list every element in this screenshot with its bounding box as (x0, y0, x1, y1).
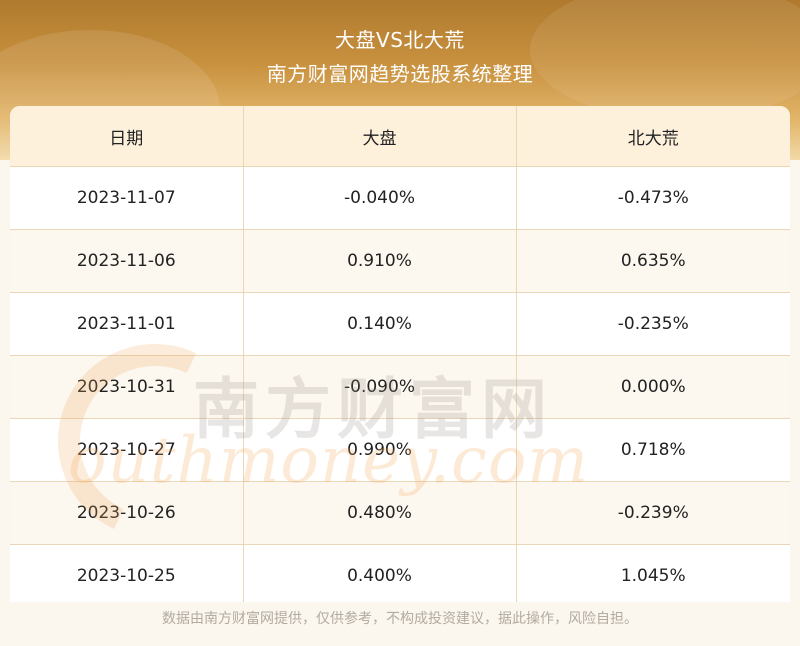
cell-date: 2023-10-25 (10, 544, 243, 602)
cell-stock: 0.635% (515, 229, 790, 293)
table-header-row: 日期 大盘 北大荒 (10, 106, 790, 167)
data-table-card: 日期 大盘 北大荒 2023-11-07 -0.040% -0.473% 202… (10, 106, 790, 602)
cell-date: 2023-10-26 (10, 481, 243, 545)
cell-date: 2023-11-01 (10, 292, 243, 356)
cell-stock: -0.239% (515, 481, 790, 545)
cell-date: 2023-10-31 (10, 355, 243, 419)
table-row: 2023-11-06 0.910% 0.635% (10, 229, 790, 293)
cell-stock: -0.473% (515, 166, 790, 230)
cell-date: 2023-11-06 (10, 229, 243, 293)
footer-disclaimer: 数据由南方财富网提供，仅供参考，不构成投资建议，据此操作，风险自担。 (162, 611, 638, 627)
cell-stock: 1.045% (515, 544, 790, 602)
cell-market: 0.140% (242, 292, 516, 356)
table-row: 2023-10-25 0.400% 1.045% (10, 544, 790, 602)
cell-market: 0.910% (242, 229, 516, 293)
table-row: 2023-11-01 0.140% -0.235% (10, 292, 790, 356)
cell-stock: -0.235% (515, 292, 790, 356)
cell-market: 0.480% (242, 481, 516, 545)
page-subtitle: 南方财富网趋势选股系统整理 (266, 62, 534, 86)
column-header-market: 大盘 (242, 106, 516, 167)
comparison-table: 日期 大盘 北大荒 2023-11-07 -0.040% -0.473% 202… (10, 106, 790, 602)
cell-stock: 0.000% (515, 355, 790, 419)
cell-stock: 0.718% (515, 418, 790, 482)
cell-market: 0.400% (242, 544, 516, 602)
cell-market: -0.090% (242, 355, 516, 419)
table-row: 2023-10-26 0.480% -0.239% (10, 481, 790, 545)
cell-date: 2023-11-07 (10, 166, 243, 230)
page-title: 大盘VS北大荒 (335, 28, 465, 52)
column-header-date: 日期 (10, 106, 243, 167)
table-row: 2023-11-07 -0.040% -0.473% (10, 166, 790, 230)
table-row: 2023-10-27 0.990% 0.718% (10, 418, 790, 482)
cell-market: -0.040% (242, 166, 516, 230)
cell-market: 0.990% (242, 418, 516, 482)
table-row: 2023-10-31 -0.090% 0.000% (10, 355, 790, 419)
column-header-stock: 北大荒 (515, 106, 790, 167)
cell-date: 2023-10-27 (10, 418, 243, 482)
